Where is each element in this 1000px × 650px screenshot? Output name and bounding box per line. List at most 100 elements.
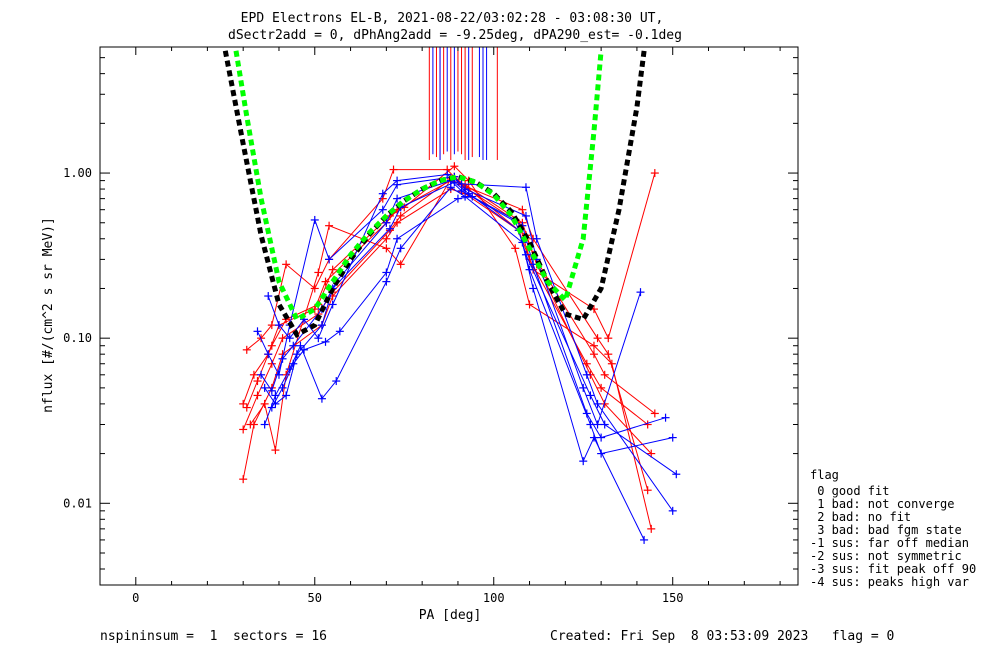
data-point-blue [289,359,298,368]
data-point-red [267,321,276,330]
data-point-blue [378,189,387,198]
data-point-red [382,234,391,243]
chart-marks [222,47,681,544]
x-tick-label: 0 [132,591,139,605]
series-line-blue [264,181,673,455]
data-point-blue [300,345,309,354]
chart-axes: 0 50 100 150 0.01 0.10 1.00 [63,46,799,605]
data-point-blue [282,391,291,400]
data-point-blue [317,321,326,330]
data-point-red [511,244,520,253]
data-point-blue [274,370,283,379]
data-point-red [246,420,255,429]
x-tick-label: 100 [483,591,505,605]
data-point-blue [257,370,266,379]
data-point-blue [274,321,283,330]
x-tick-label: 150 [662,591,684,605]
x-axis-label: PA [deg] [419,608,482,623]
data-point-red [239,475,248,484]
data-point-red [396,211,405,220]
data-point-blue [589,433,598,442]
x-tick-label: 50 [308,591,322,605]
data-point-blue [457,179,466,188]
data-point-red [242,403,251,412]
data-point-blue [597,449,606,458]
data-point-blue [332,377,341,386]
data-point-blue [378,205,387,214]
data-point-red [310,284,319,293]
data-point-blue [328,300,337,309]
legend-entry: 0 good fit [810,484,889,498]
series-line-red [242,188,652,480]
data-point-blue [636,288,645,297]
data-point-red [393,218,402,227]
data-point-red [589,341,598,350]
data-point-red [253,377,262,386]
data-point-red [271,446,280,455]
data-point-blue [260,383,269,392]
data-point-blue [529,284,538,293]
data-point-red [239,425,248,434]
chart-title: EPD Electrons EL-B, 2021-08-22/03:02:28 … [241,11,664,26]
plot-frame [99,46,799,586]
data-point-red [325,221,334,230]
data-point-red [450,162,459,171]
data-point-blue [672,470,681,479]
flag-legend: flag 0 good fit 1 bad: not converge 2 ba… [810,468,976,589]
legend-entry: -3 sus: fit peak off 90 [810,562,976,576]
legend-entry: 1 bad: not converge [810,497,955,511]
legend-entry: 3 bad: bad fgm state [810,523,962,537]
data-point-blue [393,194,402,203]
data-point-red [267,341,276,350]
data-point-blue [296,341,305,350]
data-point-red [389,165,398,174]
data-point-blue [289,341,298,350]
data-point-blue [521,183,530,192]
y-tick-label: 0.01 [63,496,92,510]
data-point-blue [661,413,670,422]
legend-header: flag [810,468,839,482]
data-point-blue [382,268,391,277]
data-point-blue [267,403,276,412]
footer-created-info: Created: Fri Sep 8 03:53:09 2023 flag = … [550,629,894,644]
y-tick-label: 0.10 [63,331,92,345]
data-point-blue [264,292,273,301]
data-point-red [650,169,659,178]
data-point-blue [446,183,455,192]
data-point-blue [278,354,287,363]
data-point-red [525,300,534,309]
data-point-blue [253,327,262,336]
data-point-red [328,265,337,274]
data-point-red [239,399,248,408]
data-point-blue [443,170,452,179]
data-point-blue [382,277,391,286]
data-point-red [249,370,258,379]
data-point-blue [453,194,462,203]
fit-curve-black_fit [222,50,647,339]
data-point-red [643,486,652,495]
legend-entry: -4 sus: peaks high var [810,575,969,589]
data-point-blue [278,383,287,392]
data-point-red [396,260,405,269]
data-point-blue [267,386,276,395]
data-point-blue [640,535,649,544]
data-point-blue [264,350,273,359]
data-point-blue [582,370,591,379]
y-tick-label: 1.00 [63,166,92,180]
legend-entry: -2 sus: not symmetric [810,549,962,563]
data-point-blue [393,234,402,243]
data-point-blue [260,420,269,429]
series-line-blue [271,196,677,475]
data-point-red [589,350,598,359]
chart-subtitle: dSectr2add = 0, dPhAng2add = -9.25deg, d… [228,28,682,43]
data-point-blue [335,327,344,336]
data-point-blue [468,192,477,201]
data-point-blue [325,255,334,264]
data-point-blue [521,250,530,259]
data-point-red [242,345,251,354]
fit-curve-green_fit [233,50,604,323]
data-point-blue [461,192,470,201]
data-point-blue [396,244,405,253]
data-point-blue [586,391,595,400]
legend-entry: 2 bad: no fit [810,510,911,524]
